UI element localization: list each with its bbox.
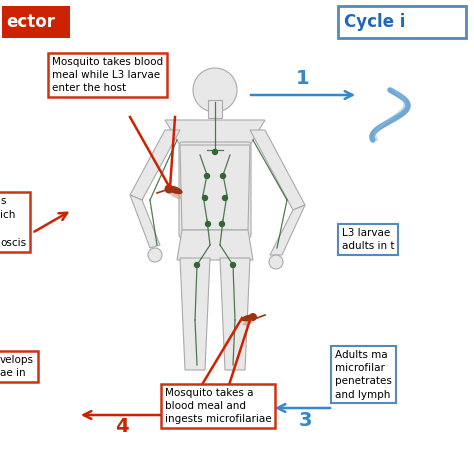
Text: 3: 3 (298, 410, 312, 429)
Polygon shape (180, 145, 250, 230)
Polygon shape (250, 130, 305, 210)
Circle shape (219, 221, 225, 227)
Circle shape (269, 255, 283, 269)
Ellipse shape (169, 191, 181, 199)
Ellipse shape (242, 320, 254, 326)
Circle shape (204, 173, 210, 179)
Polygon shape (165, 120, 265, 145)
Polygon shape (270, 205, 305, 255)
Polygon shape (177, 230, 253, 260)
Text: ector: ector (6, 13, 55, 31)
Text: 1: 1 (296, 69, 310, 88)
Circle shape (220, 173, 226, 179)
Circle shape (194, 263, 200, 267)
Polygon shape (220, 258, 250, 370)
FancyBboxPatch shape (338, 6, 466, 38)
Text: L3 larvae 
adults in t: L3 larvae adults in t (342, 228, 394, 251)
Circle shape (148, 248, 162, 262)
Text: Adults ma
microfilar
penetrates
and lymph: Adults ma microfilar penetrates and lymp… (335, 350, 392, 400)
Circle shape (222, 195, 228, 201)
Ellipse shape (241, 315, 255, 321)
Circle shape (230, 263, 236, 267)
Text: velops
ae in: velops ae in (0, 355, 34, 378)
Polygon shape (130, 130, 180, 200)
Circle shape (212, 149, 218, 155)
Text: Mosquito takes a
blood meal and
ingests microfilariae: Mosquito takes a blood meal and ingests … (165, 388, 272, 424)
Text: Mosquito takes blood
meal while L3 larvae
enter the host: Mosquito takes blood meal while L3 larva… (52, 57, 163, 93)
Circle shape (164, 184, 173, 193)
Text: Cycle i: Cycle i (344, 13, 405, 31)
FancyBboxPatch shape (2, 6, 70, 38)
Circle shape (206, 221, 210, 227)
Circle shape (202, 195, 208, 201)
Polygon shape (130, 195, 160, 248)
Text: 4: 4 (115, 418, 129, 437)
Circle shape (249, 313, 257, 321)
Polygon shape (180, 258, 210, 370)
Ellipse shape (167, 186, 182, 194)
FancyBboxPatch shape (179, 142, 251, 238)
Circle shape (193, 68, 237, 112)
Text: s
ich

oscis: s ich oscis (0, 196, 26, 248)
FancyBboxPatch shape (208, 100, 222, 118)
